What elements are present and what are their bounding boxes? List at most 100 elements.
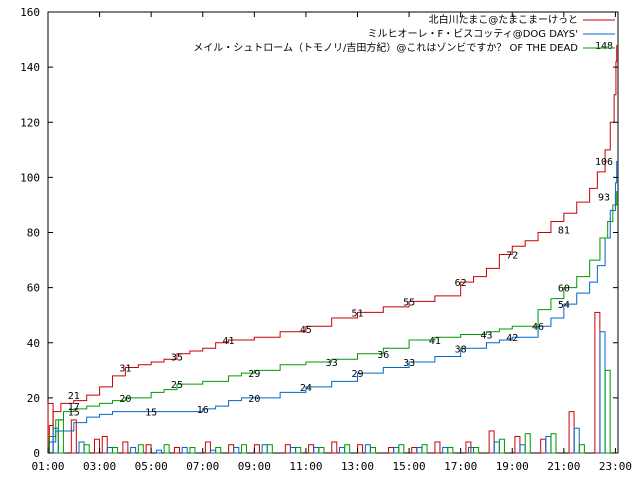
bar-0-3	[101, 435, 108, 454]
bar-0-14	[388, 446, 395, 454]
y-axis: 0 20 40 60 80 100 120 140 160	[20, 6, 618, 460]
bar-2-19	[550, 433, 557, 454]
data-label-0-2: 35	[171, 353, 183, 364]
data-label-0-7: 62	[455, 278, 467, 289]
bar-1-13	[393, 446, 400, 454]
bar-1-12	[364, 444, 371, 454]
bar-2-15	[447, 446, 454, 454]
bar-0-10	[284, 444, 291, 454]
bar-0-9	[253, 444, 260, 454]
bar-0-13	[357, 444, 364, 454]
bar-2-1	[83, 444, 90, 454]
data-label-2-9: 60	[558, 284, 570, 295]
bar-1-14	[416, 446, 423, 454]
bar-0-16	[434, 441, 441, 454]
bar-0-8	[228, 444, 235, 454]
bar-2-7	[241, 444, 248, 454]
data-label-2-2: 25	[171, 380, 183, 391]
bar-2-5	[189, 446, 196, 454]
bar-1-10	[313, 446, 320, 454]
data-label-2-3: 29	[248, 369, 260, 380]
x-tick-label-10: 21:00	[547, 460, 580, 473]
series-line-0	[48, 45, 618, 454]
data-label-1-0: 15	[68, 408, 80, 419]
series-line-1	[48, 160, 618, 454]
bar-2-6	[215, 446, 222, 454]
bar-2-2	[112, 446, 119, 454]
data-label-2-7: 43	[480, 330, 492, 341]
y-tick-label-4: 80	[27, 227, 40, 240]
bar-1-2	[106, 446, 113, 454]
data-label-2-10: 93	[598, 193, 610, 204]
series-line-2	[48, 191, 618, 454]
x-tick-label-9: 19:00	[496, 460, 529, 473]
data-label-0-1: 31	[119, 364, 131, 375]
y-tick-label-1: 20	[27, 392, 40, 405]
bar-1-5	[181, 446, 188, 454]
y-tick-label-3: 60	[27, 282, 40, 295]
line-layer	[48, 45, 618, 454]
data-label-1-6: 33	[403, 358, 415, 369]
data-label-2-8: 46	[532, 322, 544, 333]
data-label-2-0: 17	[68, 402, 80, 413]
bar-1-11	[339, 446, 346, 454]
data-label-2-5: 36	[377, 350, 389, 361]
x-tick-label-0: 01:00	[31, 460, 64, 473]
bar-2-4	[163, 444, 170, 454]
bar-2-8	[266, 444, 273, 454]
bar-0-11	[308, 444, 315, 454]
data-label-1-4: 24	[300, 383, 312, 394]
data-label-0-9: 81	[558, 226, 570, 237]
bar-1-4	[155, 449, 162, 454]
y-tick-label-5: 100	[20, 171, 40, 184]
x-tick-label-2: 05:00	[135, 460, 168, 473]
data-label-1-7: 38	[455, 344, 467, 355]
data-label-0-6: 55	[403, 297, 415, 308]
data-label-2-1: 20	[119, 394, 131, 405]
bar-1-3	[130, 446, 137, 454]
y-tick-label-7: 140	[20, 61, 40, 74]
bar-0-1	[70, 419, 77, 454]
bar-2-14	[421, 444, 428, 454]
x-tick-label-7: 15:00	[393, 460, 426, 473]
bar-2-0	[57, 419, 64, 454]
bar-1-20	[573, 427, 580, 454]
bar-2-12	[369, 446, 376, 454]
data-label-0-8: 72	[506, 251, 518, 262]
bar-2-13	[398, 444, 405, 454]
y-tick-label-6: 120	[20, 116, 40, 129]
data-label-1-3: 20	[248, 394, 260, 405]
data-label-0-10: 148	[595, 41, 613, 52]
bar-0-18	[488, 430, 495, 454]
bar-1-18	[519, 444, 526, 454]
bar-0-5	[145, 444, 152, 454]
bar-0-7	[204, 441, 211, 454]
bar-0-15	[411, 446, 418, 454]
data-label-2-6: 41	[429, 336, 441, 347]
y-tick-label-0: 0	[33, 447, 40, 460]
data-label-1-2: 16	[197, 405, 209, 416]
legend-label-2: メイル・シュトローム（トモノリ/吉田方紀）@これはゾンビですか？ OF THE …	[193, 41, 578, 54]
bar-layer	[47, 311, 611, 454]
data-label-0-4: 45	[300, 325, 312, 336]
bar-2-16	[473, 446, 480, 454]
bar-2-9	[295, 446, 302, 454]
bar-1-8	[261, 444, 268, 454]
bar-2-17	[498, 438, 505, 454]
legend-label-1: ミルヒオーレ・F・ビスコッティ@DOG DAYS'	[368, 28, 578, 40]
bar-2-3	[137, 444, 144, 454]
data-label-0-0: 21	[68, 391, 80, 402]
data-label-1-9: 54	[558, 300, 570, 311]
bar-0-4	[122, 441, 129, 454]
x-tick-label-11: 23:00	[599, 460, 632, 473]
bar-0-2	[94, 438, 101, 454]
bar-1-9	[290, 446, 297, 454]
bar-1-15	[442, 446, 449, 454]
x-tick-label-8: 17:00	[444, 460, 477, 473]
bar-1-21	[599, 331, 606, 454]
bar-2-11	[344, 444, 351, 454]
data-label-1-8: 42	[506, 333, 518, 344]
bar-1-6	[210, 449, 217, 454]
bar-0-21	[568, 411, 575, 454]
